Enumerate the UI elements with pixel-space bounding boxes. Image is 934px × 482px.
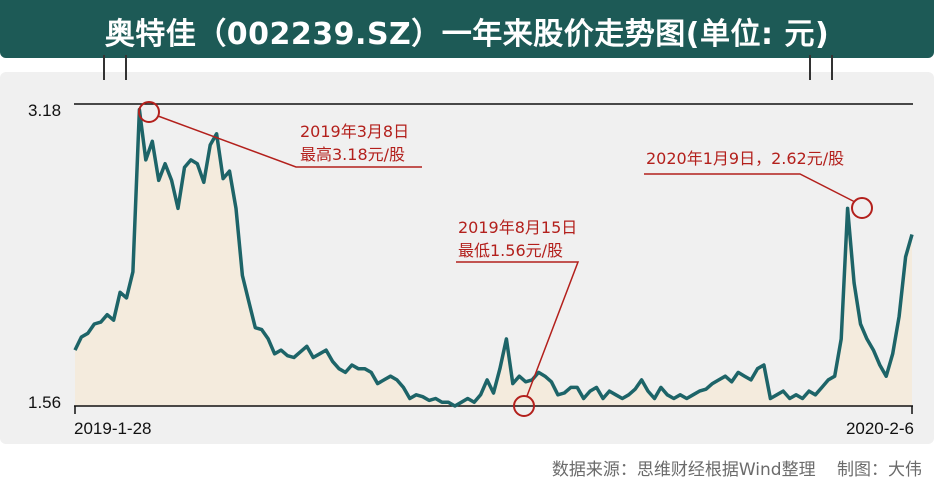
price-area-fill xyxy=(75,109,912,406)
min-callout-line xyxy=(456,261,580,397)
y-tick-label-max: 3.18 xyxy=(28,101,61,120)
jan9-callout-line xyxy=(644,173,856,203)
x-tick-label-start: 2019-1-28 xyxy=(74,419,152,438)
min-callout-date: 2019年8月15日 xyxy=(458,218,577,237)
max-callout-value: 最高3.18元/股 xyxy=(300,145,405,164)
x-tick-label-end: 2020-2-6 xyxy=(846,419,914,438)
jan9-point-marker xyxy=(851,197,873,219)
title-bar: 奥特佳（002239.SZ）一年来股价走势图(单位: 元) xyxy=(0,0,934,58)
min-point-marker xyxy=(513,395,535,417)
y-tick-label-min: 1.56 xyxy=(28,393,61,412)
max-callout-date: 2019年3月8日 xyxy=(300,122,409,141)
max-callout-line xyxy=(157,115,422,168)
data-source: 数据来源：思维财经根据Wind整理 xyxy=(551,460,816,480)
chart-author: 制图：大伟 xyxy=(837,460,922,480)
footer: 数据来源：思维财经根据Wind整理 制图：大伟 xyxy=(536,455,922,480)
min-callout-value: 最低1.56元/股 xyxy=(458,241,563,260)
chart-title: 奥特佳（002239.SZ）一年来股价走势图(单位: 元) xyxy=(104,17,830,52)
jan9-callout-label: 2020年1月9日，2.62元/股 xyxy=(646,149,844,168)
max-point-marker xyxy=(138,101,160,123)
